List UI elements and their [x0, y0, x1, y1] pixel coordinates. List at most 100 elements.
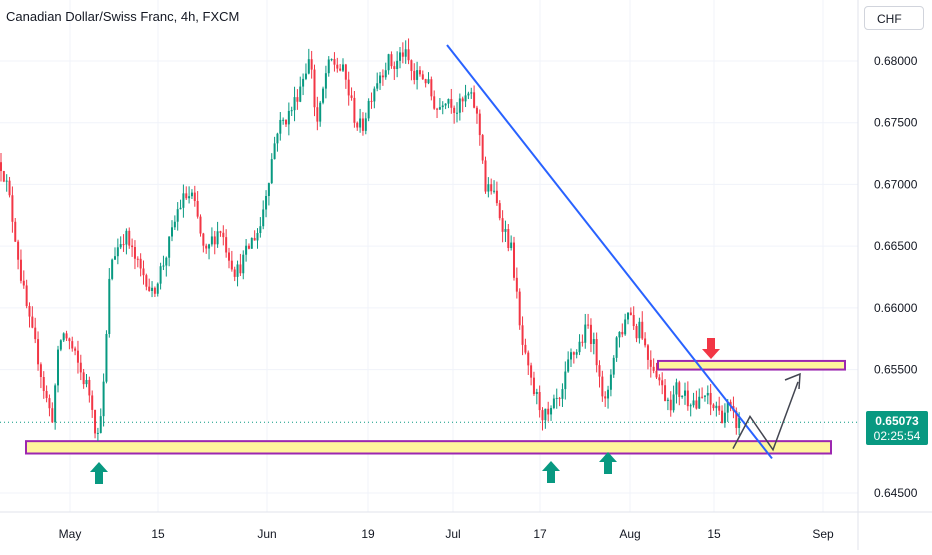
- candle-body: [45, 390, 48, 399]
- candle-body: [262, 209, 265, 227]
- x-tick-label: 17: [533, 527, 547, 541]
- candle-body: [344, 64, 347, 80]
- candle-body: [28, 306, 31, 317]
- candle-body: [735, 411, 738, 428]
- candle-body: [601, 376, 604, 397]
- candle-body: [116, 247, 119, 257]
- candle-body: [444, 103, 447, 106]
- candle-body: [564, 371, 567, 390]
- candle-body: [592, 339, 595, 344]
- candle-body: [88, 379, 91, 396]
- candle-body: [108, 278, 111, 334]
- candle-body: [285, 119, 287, 125]
- zone-layer: [0, 359, 858, 455]
- candle-body: [185, 193, 188, 199]
- candle-body: [692, 400, 695, 406]
- candle-body: [299, 86, 302, 102]
- candle-body: [672, 394, 675, 411]
- candle-body: [79, 362, 82, 373]
- candle-body: [57, 349, 59, 386]
- candle-body: [689, 405, 692, 407]
- candle-body: [624, 319, 627, 335]
- currency-button[interactable]: CHF: [864, 6, 924, 30]
- candle-body: [715, 405, 718, 409]
- candle-body: [361, 118, 364, 131]
- candle-body: [319, 102, 322, 122]
- candle-body: [205, 245, 208, 249]
- candle-body: [242, 254, 245, 274]
- candle-body: [666, 399, 669, 401]
- candle-body: [481, 135, 484, 161]
- candle-body: [82, 372, 85, 385]
- candle-body: [136, 258, 139, 260]
- candle-body: [527, 352, 530, 366]
- candle-body: [581, 341, 584, 343]
- candle-body: [256, 233, 259, 241]
- candle-body: [404, 49, 407, 57]
- x-tick-label: Jun: [257, 527, 276, 541]
- candle-body: [550, 408, 553, 415]
- candle-body: [510, 242, 513, 249]
- candle-body: [524, 344, 527, 353]
- candle-body: [196, 200, 199, 217]
- candle-body: [85, 379, 88, 385]
- candle-body: [94, 409, 97, 434]
- candle-body: [641, 321, 644, 339]
- candle-body: [729, 401, 732, 407]
- candle-body: [646, 345, 649, 360]
- last-price-badge: 0.65073 02:25:54: [866, 411, 928, 445]
- candle-body: [39, 364, 42, 378]
- candle-body: [51, 408, 54, 423]
- y-tick-label: 0.65500: [874, 363, 918, 377]
- candle-body: [584, 324, 587, 343]
- candle-body: [213, 236, 216, 245]
- candle-body: [381, 75, 384, 78]
- candle-body: [364, 118, 367, 131]
- candle-body: [74, 348, 77, 351]
- candle-body: [718, 405, 721, 411]
- candle-body: [507, 229, 510, 249]
- candle-body: [464, 95, 467, 102]
- candle-body: [678, 382, 681, 397]
- candle-body: [342, 64, 344, 71]
- candle-body: [530, 365, 533, 378]
- candle-body: [421, 74, 424, 80]
- candle-body: [475, 107, 478, 114]
- candle-body: [572, 352, 575, 355]
- candle-body: [216, 231, 219, 245]
- candle-body: [302, 78, 305, 87]
- y-tick-label: 0.64500: [874, 486, 918, 500]
- candle-body: [153, 287, 156, 294]
- bar-countdown: 02:25:54: [873, 429, 921, 443]
- sell-arrow-icon: [702, 338, 720, 359]
- candle-body: [225, 237, 228, 253]
- candle-body: [333, 59, 336, 65]
- candle-body: [96, 432, 99, 434]
- buy-arrow-icon: [542, 461, 560, 483]
- candle-body: [612, 357, 615, 375]
- candle-body: [632, 315, 635, 327]
- candle-body: [259, 226, 262, 234]
- candle-body: [210, 236, 213, 245]
- candle-body: [544, 408, 547, 421]
- y-tick-label: 0.67500: [874, 116, 918, 130]
- candle-body: [638, 321, 641, 339]
- candle-body: [706, 392, 709, 396]
- candle-body: [552, 398, 555, 409]
- candle-body: [598, 365, 601, 377]
- candle-body: [19, 259, 22, 281]
- candle-body: [287, 110, 290, 125]
- candle-body: [102, 381, 105, 417]
- candle-body: [461, 98, 464, 102]
- candle-body: [473, 92, 476, 108]
- candle-body: [399, 52, 401, 61]
- candle-body: [279, 119, 282, 134]
- y-tick-label: 0.68000: [874, 54, 918, 68]
- candle-body: [273, 143, 276, 160]
- candle-body: [151, 287, 154, 291]
- candle-body: [162, 265, 165, 267]
- candle-body: [128, 230, 131, 246]
- candle-body: [570, 352, 572, 360]
